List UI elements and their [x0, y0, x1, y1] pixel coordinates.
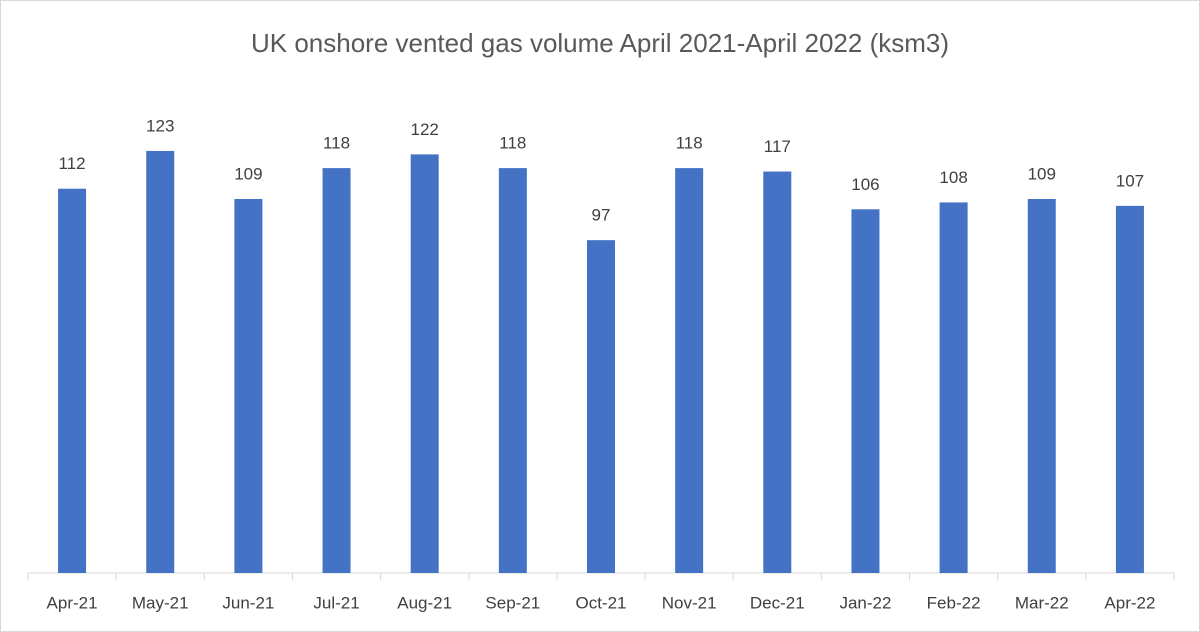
x-tick-label: Jun-21: [222, 593, 274, 612]
bar: [587, 240, 615, 573]
bar: [851, 209, 880, 573]
data-label: 107: [1116, 171, 1144, 190]
data-label: 106: [851, 175, 879, 194]
bar: [1027, 198, 1056, 573]
x-tick-label: Jul-21: [313, 593, 359, 612]
x-tick-label: Dec-21: [750, 593, 805, 612]
x-tick-label: Sep-21: [485, 593, 540, 612]
bar: [763, 171, 792, 573]
x-tick-label: Oct-21: [575, 593, 626, 612]
data-label: 118: [676, 134, 703, 153]
bar: [675, 168, 704, 574]
bar: [322, 168, 351, 574]
data-label: 108: [939, 168, 967, 187]
bar: [498, 168, 527, 574]
x-tick-label: Aug-21: [397, 593, 452, 612]
chart-title: UK onshore vented gas volume April 2021-…: [251, 28, 949, 58]
x-tick-label: Nov-21: [662, 593, 717, 612]
x-tick-label: Feb-22: [927, 593, 981, 612]
data-label: 123: [146, 116, 174, 135]
x-tick-label: May-21: [132, 593, 189, 612]
data-label: 122: [411, 120, 439, 139]
bar: [939, 202, 968, 574]
bar: [1115, 205, 1144, 573]
x-tick-label: Jan-22: [839, 593, 891, 612]
data-label: 117: [764, 137, 791, 156]
x-tick-label: Apr-22: [1104, 593, 1155, 612]
data-label: 118: [499, 134, 526, 153]
x-tick-label: Mar-22: [1015, 593, 1069, 612]
bar: [234, 198, 263, 573]
x-tick-label: Apr-21: [47, 593, 98, 612]
data-label: 97: [592, 206, 611, 225]
bar: [410, 154, 439, 573]
bar: [58, 188, 87, 573]
data-label: 109: [234, 164, 262, 183]
bar: [146, 150, 175, 574]
data-label: 112: [59, 154, 86, 173]
data-label: 118: [323, 134, 350, 153]
data-label: 109: [1028, 164, 1056, 183]
